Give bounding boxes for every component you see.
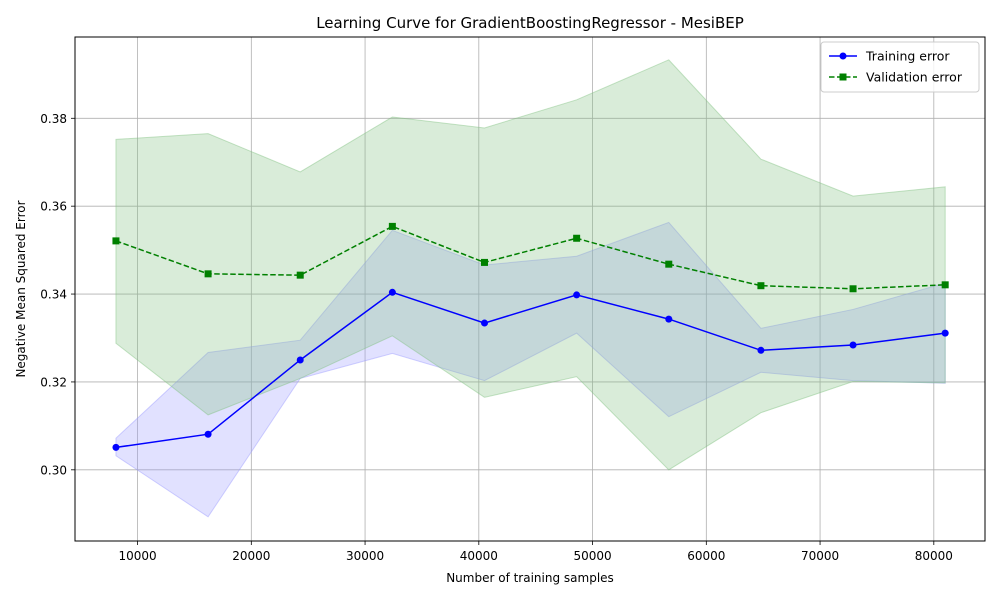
x-axis-title: Number of training samples — [446, 571, 614, 585]
validation-error-point — [941, 281, 949, 289]
y-tick-label: 0.32 — [40, 375, 67, 389]
training-error-point — [573, 291, 581, 299]
training-error-line — [115, 291, 946, 449]
legend-training-label: Training error — [865, 49, 950, 64]
legend-training-marker — [839, 52, 847, 60]
y-tick-label: 0.34 — [40, 288, 67, 302]
y-tick-label: 0.36 — [40, 200, 67, 214]
axis-ticks: 10000 20000 30000 40000 50000 60000 70000 80000… — [40, 112, 953, 563]
x-tick-label: 50000 — [573, 549, 611, 563]
training-error-point — [296, 356, 304, 364]
validation-error-line — [115, 225, 946, 290]
chart-title: Learning Curve for GradientBoostingRegre… — [316, 14, 744, 32]
error-bands — [115, 59, 946, 518]
legend-box — [820, 41, 980, 93]
legend-validation-marker — [839, 73, 847, 81]
training-error-point — [665, 315, 673, 323]
training-error-point — [112, 443, 120, 451]
x-tick-label: 10000 — [118, 549, 156, 563]
validation-error-point — [665, 260, 673, 268]
series-markers — [112, 222, 949, 451]
series-lines — [115, 225, 946, 449]
grid-lines — [75, 37, 985, 541]
y-tick-label: 0.30 — [40, 463, 67, 477]
x-tick-label: 20000 — [232, 549, 270, 563]
legend-validation-label: Validation error — [866, 70, 963, 85]
validation-error-point — [573, 234, 581, 242]
legend: Training error Validation error — [820, 41, 980, 93]
validation-error-point — [296, 271, 304, 279]
plot-frame — [74, 36, 986, 542]
validation-error-point — [481, 258, 488, 266]
x-tick-label: 40000 — [460, 549, 498, 563]
validation-error-point — [849, 285, 857, 293]
training-error-point — [204, 430, 212, 438]
x-tick-label: 60000 — [687, 549, 725, 563]
validation-error-point — [757, 282, 765, 290]
training-error-point — [849, 341, 857, 349]
training-error-point — [388, 288, 396, 296]
training-error-point — [481, 319, 488, 327]
x-tick-label: 70000 — [801, 549, 839, 563]
x-tick-label: 80000 — [915, 549, 953, 563]
y-tick-label: 0.38 — [40, 112, 67, 126]
training-error-point — [941, 329, 949, 337]
validation-error-band — [115, 59, 946, 471]
validation-error-point — [204, 270, 212, 278]
training-error-band — [115, 221, 946, 518]
validation-error-point — [388, 222, 396, 230]
validation-error-point — [112, 237, 120, 245]
training-error-point — [757, 346, 765, 354]
x-tick-label: 30000 — [346, 549, 384, 563]
y-axis-title: Negative Mean Squared Error — [14, 200, 28, 377]
